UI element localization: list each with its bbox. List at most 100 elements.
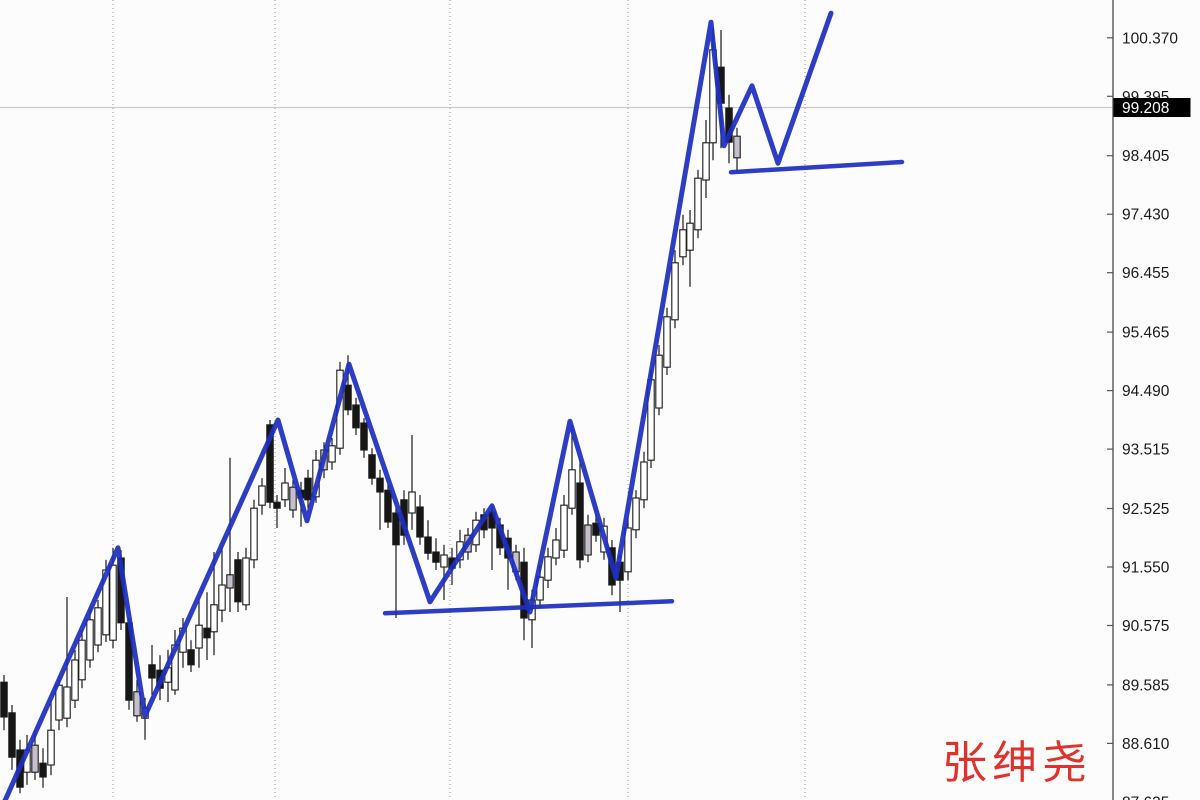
candle-body (440, 554, 448, 568)
candle-body (733, 135, 741, 159)
candle-body (344, 384, 352, 411)
candle-body (218, 584, 226, 611)
candle (86, 610, 94, 668)
candle (0, 675, 8, 731)
axis-label: 88.610 (1122, 736, 1170, 753)
candle-body (281, 482, 289, 501)
candle (392, 508, 400, 618)
candle-body (226, 574, 234, 589)
candle-body (655, 354, 663, 409)
candle (148, 645, 156, 695)
candle-body (552, 539, 560, 559)
candle (568, 424, 576, 515)
candle (416, 495, 424, 545)
candle-body (273, 501, 281, 509)
candle-body (679, 229, 687, 258)
candle (440, 544, 448, 600)
support-line-low (382, 598, 675, 616)
candle (281, 468, 289, 507)
candle (686, 210, 694, 287)
candle-body (694, 177, 702, 231)
price-marker: 99.208 (1113, 98, 1191, 118)
candle-body (568, 469, 576, 509)
candle (352, 397, 360, 435)
candle (640, 451, 648, 509)
candle-body (234, 559, 242, 603)
axis-label: 96.455 (1122, 265, 1169, 282)
candle (663, 307, 671, 375)
candle-body (384, 489, 392, 523)
candle-body (328, 445, 336, 463)
candle-body (360, 422, 368, 451)
candle-body (392, 512, 400, 546)
candle-body (195, 624, 203, 649)
candle (47, 700, 55, 776)
candle-body (71, 659, 79, 701)
candle-body (376, 477, 384, 493)
candle (655, 345, 663, 416)
candle-body (432, 551, 440, 563)
candle (8, 705, 16, 770)
candle (39, 748, 47, 788)
candle (133, 679, 141, 722)
candle-body (671, 262, 679, 321)
support-line-high (728, 159, 905, 175)
axis-label: 93.515 (1122, 442, 1169, 459)
candle-body (584, 524, 592, 556)
candle-body (94, 607, 102, 646)
axis-label: 98.405 (1122, 148, 1169, 165)
candle (210, 552, 218, 656)
candle-body (78, 639, 86, 681)
candle (94, 600, 102, 653)
candle-body (148, 664, 156, 679)
candle (289, 480, 297, 518)
y-axis[interactable]: 100.37099.39598.40597.43096.45595.46594.… (1107, 0, 1191, 800)
candles-group (0, 28, 741, 794)
candle-body (250, 507, 258, 561)
axis-label: 95.465 (1122, 325, 1169, 342)
candle (71, 649, 79, 708)
candle (384, 484, 392, 528)
candle (671, 250, 679, 329)
candle-body (632, 497, 640, 531)
candle-body (408, 491, 416, 514)
candle (242, 547, 250, 611)
candle (195, 598, 203, 668)
candle (432, 538, 440, 570)
candle (544, 547, 552, 588)
candle-body (702, 142, 710, 181)
gridlines-group (112, 0, 806, 800)
candle (624, 517, 632, 581)
candle-body (31, 744, 39, 773)
candle (226, 457, 234, 612)
candle-body (686, 222, 694, 251)
axis-label: 100.370 (1122, 30, 1178, 47)
candle-body (109, 564, 117, 641)
candle (250, 499, 258, 569)
axis-label: 90.575 (1122, 618, 1169, 635)
candle (733, 127, 741, 173)
candle-body (133, 691, 141, 717)
candle (187, 640, 195, 672)
candle (304, 469, 312, 509)
signature-text: 张绅尧 (942, 736, 1093, 789)
candle (368, 448, 376, 485)
candle-body (416, 506, 424, 538)
candle-body (576, 482, 584, 561)
candle-body (640, 461, 648, 501)
candle (584, 514, 592, 563)
candle (694, 169, 702, 239)
candle-body (266, 424, 274, 503)
candle (552, 528, 560, 566)
candle (632, 490, 640, 539)
axis-label: 94.490 (1122, 383, 1170, 400)
candle-body (304, 477, 312, 501)
candle (328, 438, 336, 470)
y-axis-labels: 100.37099.39598.40597.43096.45595.46594.… (1107, 30, 1178, 800)
axis-label: 97.430 (1122, 207, 1170, 224)
candle-body (624, 527, 632, 573)
candle (218, 547, 226, 623)
candle-body (63, 686, 71, 719)
